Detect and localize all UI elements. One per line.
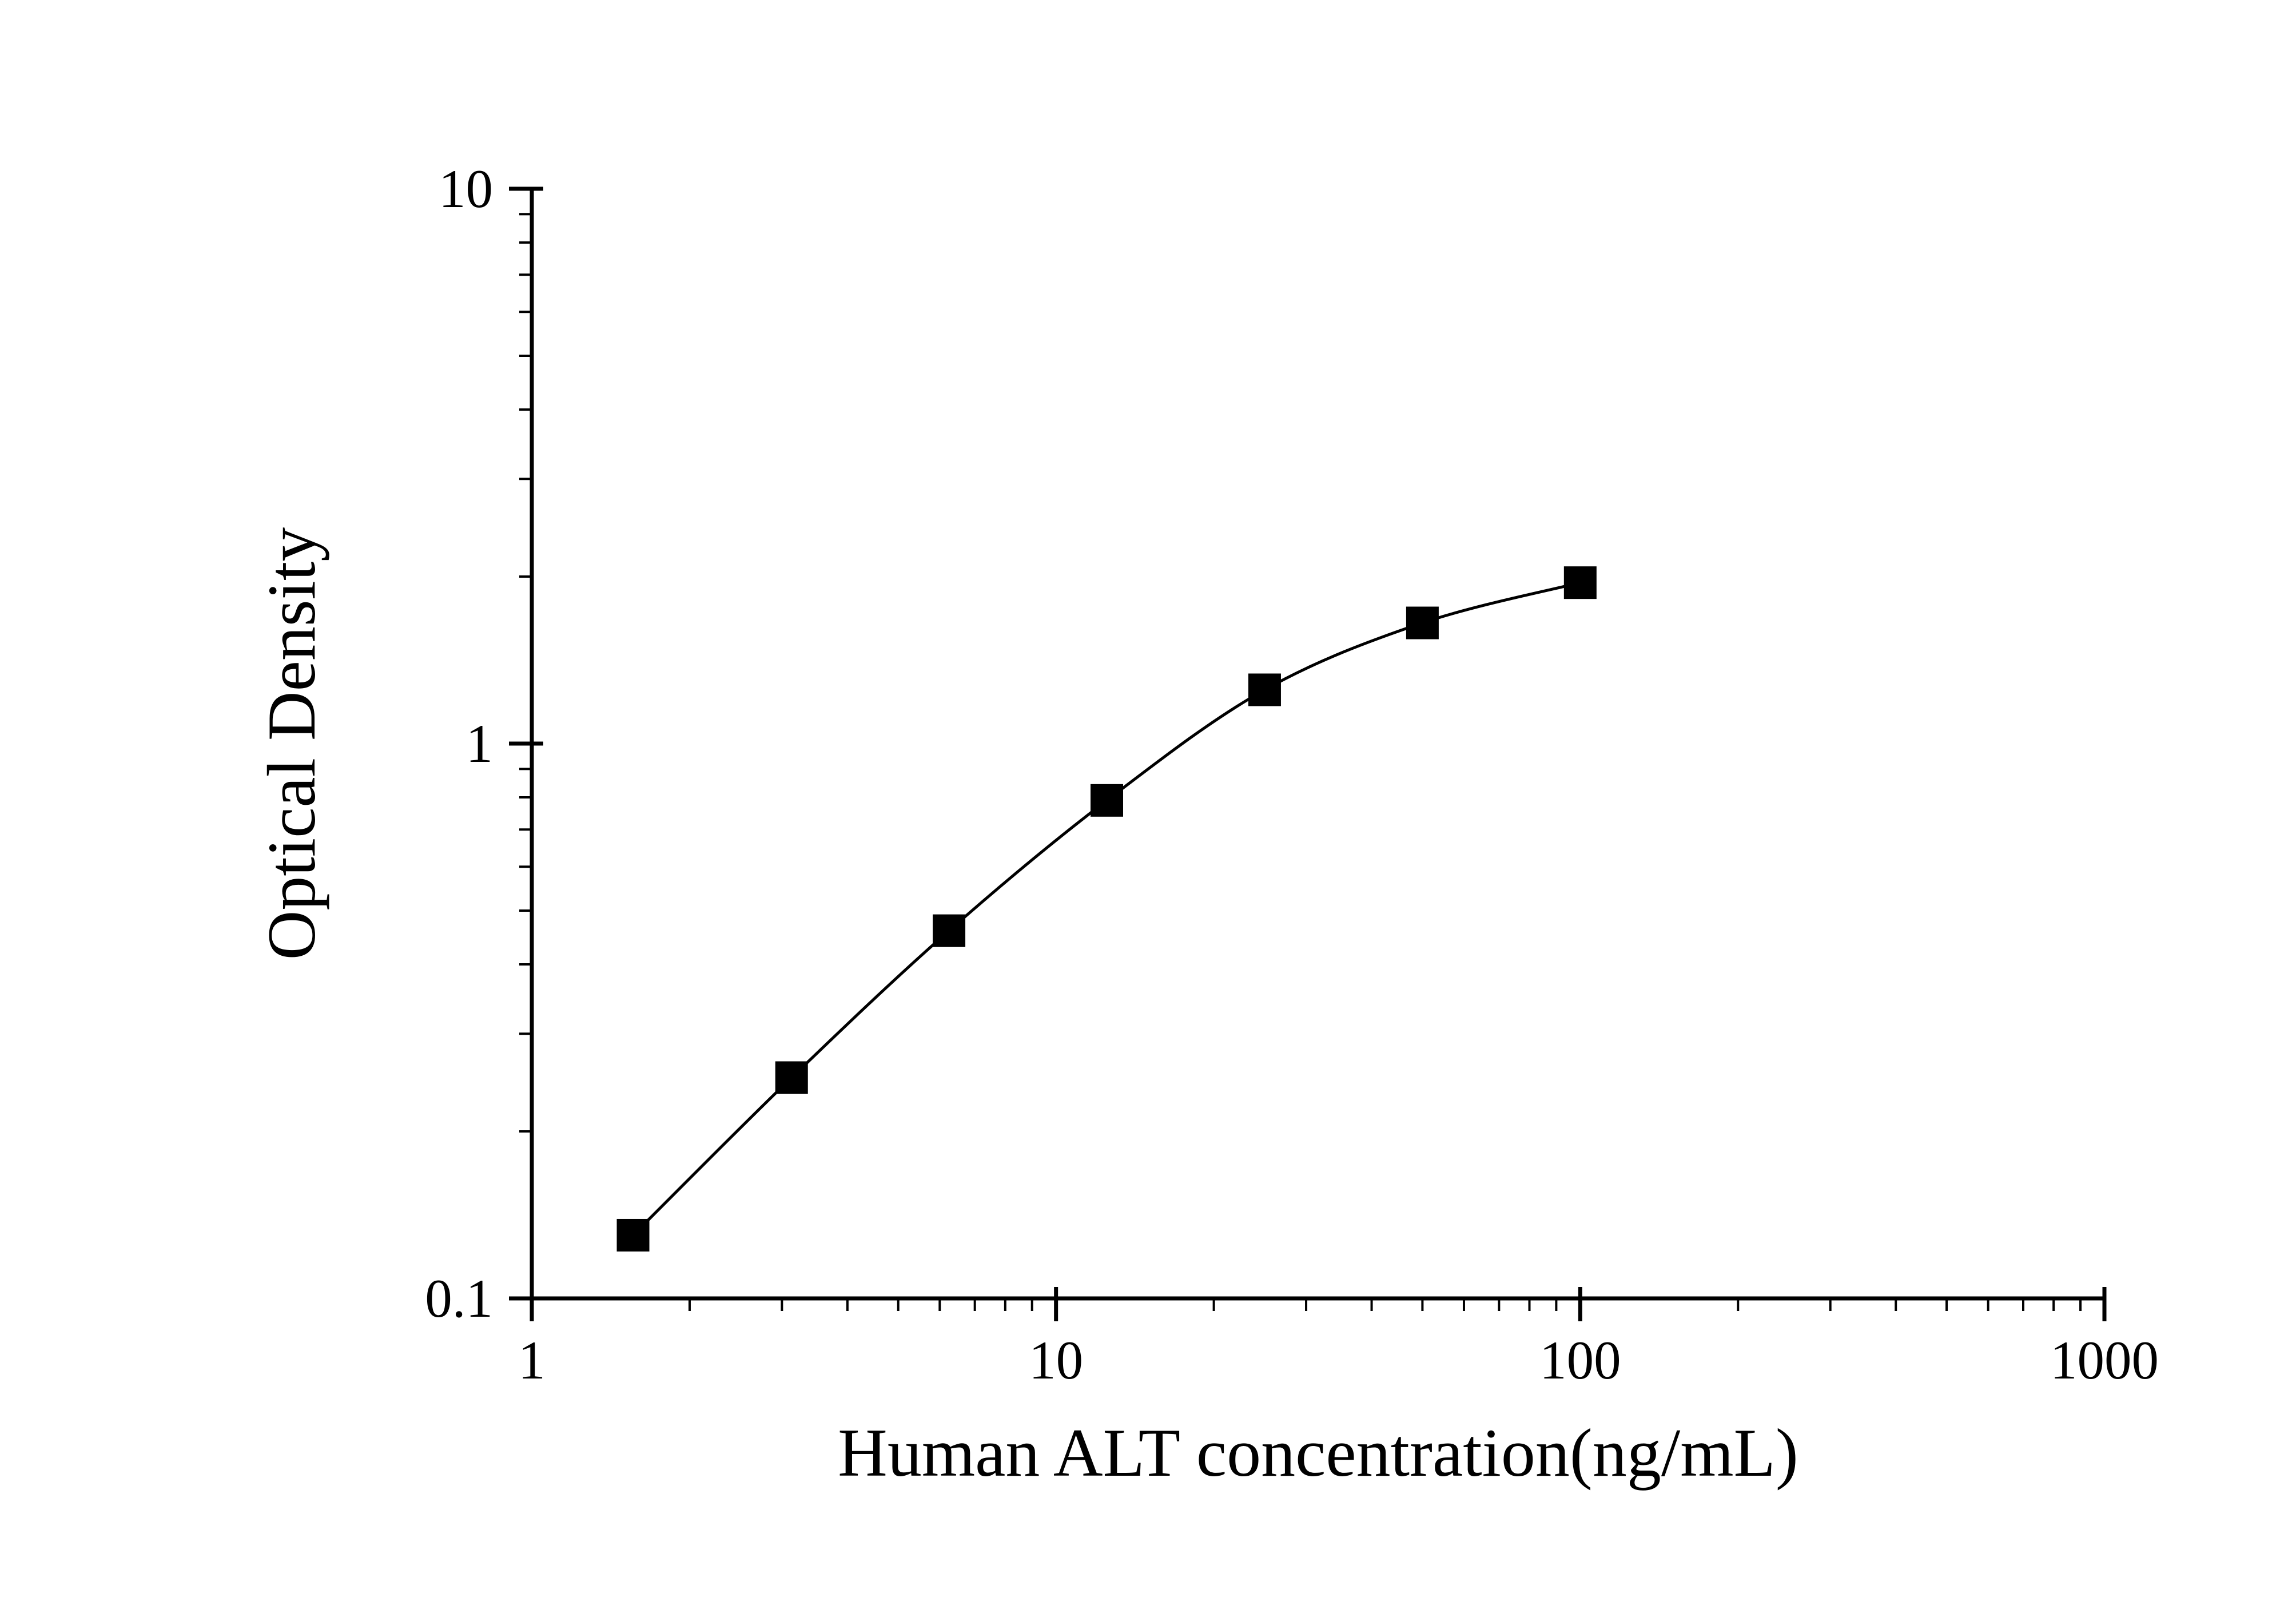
- data-point: [1564, 567, 1596, 599]
- x-tick-label: 1000: [2050, 1330, 2159, 1391]
- chart-svg: 1 10 100 1000 0.1 1 10 Human ALT concentration(…: [0, 0, 2296, 1605]
- y-axis-label: Optical Density: [253, 527, 329, 960]
- data-point: [933, 915, 965, 947]
- data-point: [1248, 674, 1280, 706]
- chart-container: 1 10 100 1000 0.1 1 10 Human ALT concentration(…: [0, 0, 2296, 1605]
- data-point: [1406, 607, 1438, 639]
- x-axis-label: Human ALT concentration(ng/mL): [838, 1415, 1798, 1491]
- y-tick-label: 0.1: [425, 1268, 493, 1329]
- x-tick-label: 10: [1029, 1330, 1083, 1391]
- data-point: [1091, 784, 1123, 816]
- y-tick-label: 1: [466, 713, 494, 774]
- y-tick-label: 10: [439, 158, 493, 219]
- data-point: [617, 1219, 649, 1251]
- x-tick-label: 100: [1539, 1330, 1621, 1391]
- chart-background: [0, 0, 2296, 1605]
- data-point: [775, 1062, 807, 1094]
- x-tick-label: 1: [518, 1330, 546, 1391]
